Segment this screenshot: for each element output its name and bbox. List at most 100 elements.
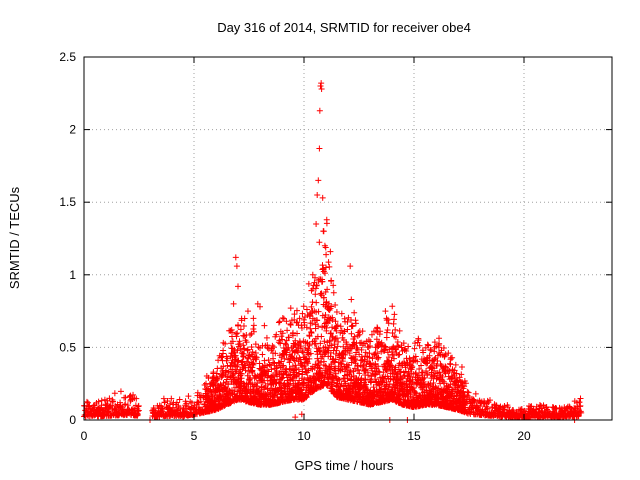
data-point xyxy=(328,303,335,310)
data-point xyxy=(281,355,288,362)
data-point xyxy=(263,334,270,341)
data-point xyxy=(348,296,355,303)
data-point xyxy=(327,337,334,344)
data-point xyxy=(234,330,241,337)
data-point xyxy=(396,327,403,334)
data-point xyxy=(307,325,314,332)
data-point xyxy=(285,334,292,341)
data-point xyxy=(243,339,250,346)
data-point xyxy=(248,343,255,350)
data-point xyxy=(240,323,247,330)
data-point xyxy=(272,350,279,357)
data-point xyxy=(214,376,221,383)
data-point xyxy=(284,327,291,334)
data-point xyxy=(308,303,315,310)
data-point xyxy=(358,375,365,382)
data-point xyxy=(358,357,365,364)
data-point xyxy=(322,311,329,318)
data-point xyxy=(268,366,275,373)
data-point xyxy=(111,390,118,397)
data-point xyxy=(355,366,362,373)
data-point xyxy=(289,363,296,370)
data-point xyxy=(241,345,248,352)
data-point xyxy=(279,330,286,337)
data-point xyxy=(250,360,257,367)
data-point xyxy=(359,363,366,370)
data-point xyxy=(223,376,230,383)
data-point xyxy=(231,346,238,353)
data-point xyxy=(122,401,129,408)
data-point xyxy=(266,361,273,368)
data-point xyxy=(279,336,286,343)
x-tick-label: 0 xyxy=(81,429,88,443)
data-point xyxy=(332,318,339,325)
data-point xyxy=(317,83,324,90)
data-point xyxy=(234,347,241,354)
y-tick-label: 1.5 xyxy=(59,195,76,209)
data-point xyxy=(293,307,300,314)
y-tick-label: 0 xyxy=(69,413,76,427)
data-point xyxy=(183,400,190,407)
data-point xyxy=(313,220,320,227)
data-point xyxy=(351,333,358,340)
data-point xyxy=(135,407,142,414)
y-tick-label: 0.5 xyxy=(59,340,76,354)
data-point xyxy=(348,345,355,352)
data-point xyxy=(220,347,227,354)
data-point xyxy=(98,397,105,404)
data-point xyxy=(282,368,289,375)
data-point xyxy=(577,395,584,402)
data-point xyxy=(325,344,332,351)
data-point xyxy=(249,367,256,374)
data-point xyxy=(252,349,259,356)
data-point xyxy=(259,351,266,358)
data-point xyxy=(225,380,232,387)
data-point xyxy=(321,338,328,345)
data-point xyxy=(277,384,284,391)
data-point xyxy=(264,367,271,374)
data-point xyxy=(250,386,257,393)
data-point xyxy=(458,364,465,371)
data-point xyxy=(320,228,327,235)
data-point xyxy=(133,395,140,402)
data-point xyxy=(286,365,293,372)
data-point xyxy=(342,351,349,358)
data-point xyxy=(270,359,277,366)
data-point xyxy=(294,319,301,326)
data-point xyxy=(368,331,375,338)
data-point xyxy=(287,305,294,312)
data-point xyxy=(261,322,268,329)
data-point xyxy=(370,384,377,391)
x-axis-label: GPS time / hours xyxy=(295,458,394,473)
data-point xyxy=(238,370,245,377)
data-point xyxy=(160,395,167,402)
data-point xyxy=(196,404,203,411)
data-point xyxy=(315,177,322,184)
data-point xyxy=(449,354,456,361)
data-point xyxy=(194,411,201,418)
data-point xyxy=(315,323,322,330)
data-point xyxy=(242,367,249,374)
data-point xyxy=(365,372,372,379)
data-point xyxy=(228,359,235,366)
data-point xyxy=(396,351,403,358)
data-point xyxy=(372,360,379,367)
data-point xyxy=(312,291,319,298)
data-point xyxy=(173,399,180,406)
data-point xyxy=(334,380,341,387)
data-point xyxy=(230,300,237,307)
data-point xyxy=(130,391,137,398)
data-point xyxy=(84,399,91,406)
data-point xyxy=(316,145,323,152)
data-point xyxy=(244,346,251,353)
data-point xyxy=(347,263,354,270)
data-point xyxy=(306,342,313,349)
data-point xyxy=(348,330,355,337)
data-point xyxy=(252,341,259,348)
data-point xyxy=(285,372,292,379)
data-point xyxy=(318,333,325,340)
chart-title: Day 316 of 2014, SRMTID for receiver obe… xyxy=(217,20,471,35)
data-point xyxy=(176,396,183,403)
data-point xyxy=(253,354,260,361)
